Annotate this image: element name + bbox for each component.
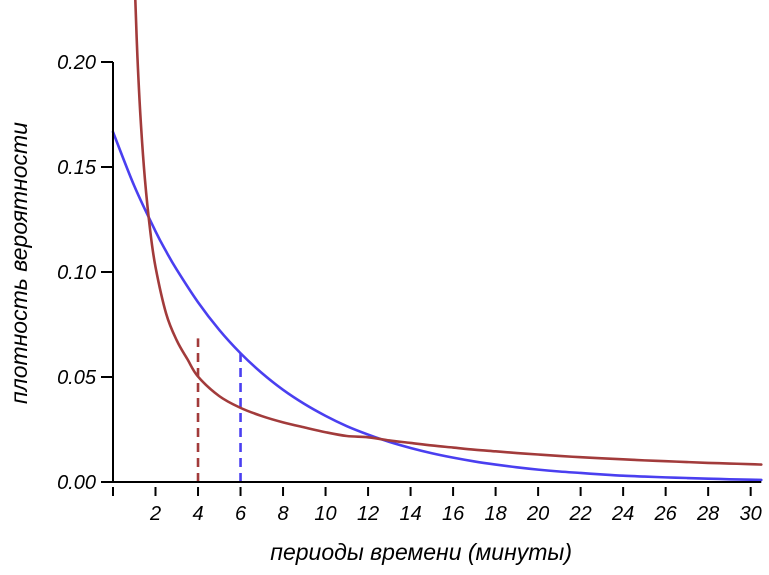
curves-layer [111,0,763,482]
x-tick-label: 2 [149,503,161,525]
x-tick-label: 30 [740,503,762,525]
x-tick-label: 6 [235,503,247,525]
x-tick-label: 26 [654,503,678,525]
x-tick-label: 20 [526,503,549,525]
y-tick-label: 0.05 [57,367,97,389]
x-tick-label: 14 [399,503,421,525]
y-tick-label: 0.00 [57,472,96,494]
markers-layer [196,338,242,482]
x-tick-label: 8 [277,503,288,525]
x-axis-ticks: 2 4 6 8 10 12 14 16 18 20 22 24 26 28 30 [112,487,762,525]
series-line-2 [134,0,763,466]
y-axis-ticks: 0.00 0.05 0.10 0.15 0.20 [57,52,113,494]
series-line-1 [111,130,763,482]
y-tick-label: 0.15 [57,157,97,179]
x-tick-label: 12 [357,503,379,525]
x-tick-label: 22 [569,503,592,525]
x-tick-label: 24 [611,503,634,525]
x-tick-label: 28 [696,503,719,525]
y-axis-title: плотность вероятности [6,122,32,404]
x-tick-label: 10 [314,503,336,525]
x-axis-title: периоды времени (минуты) [270,539,572,565]
y-tick-label: 0.20 [57,52,96,74]
y-tick-label: 0.10 [57,262,96,284]
x-tick-label: 18 [484,503,506,525]
x-tick-label: 16 [442,503,465,525]
axes-layer [112,62,762,483]
x-tick-label: 4 [192,503,203,525]
